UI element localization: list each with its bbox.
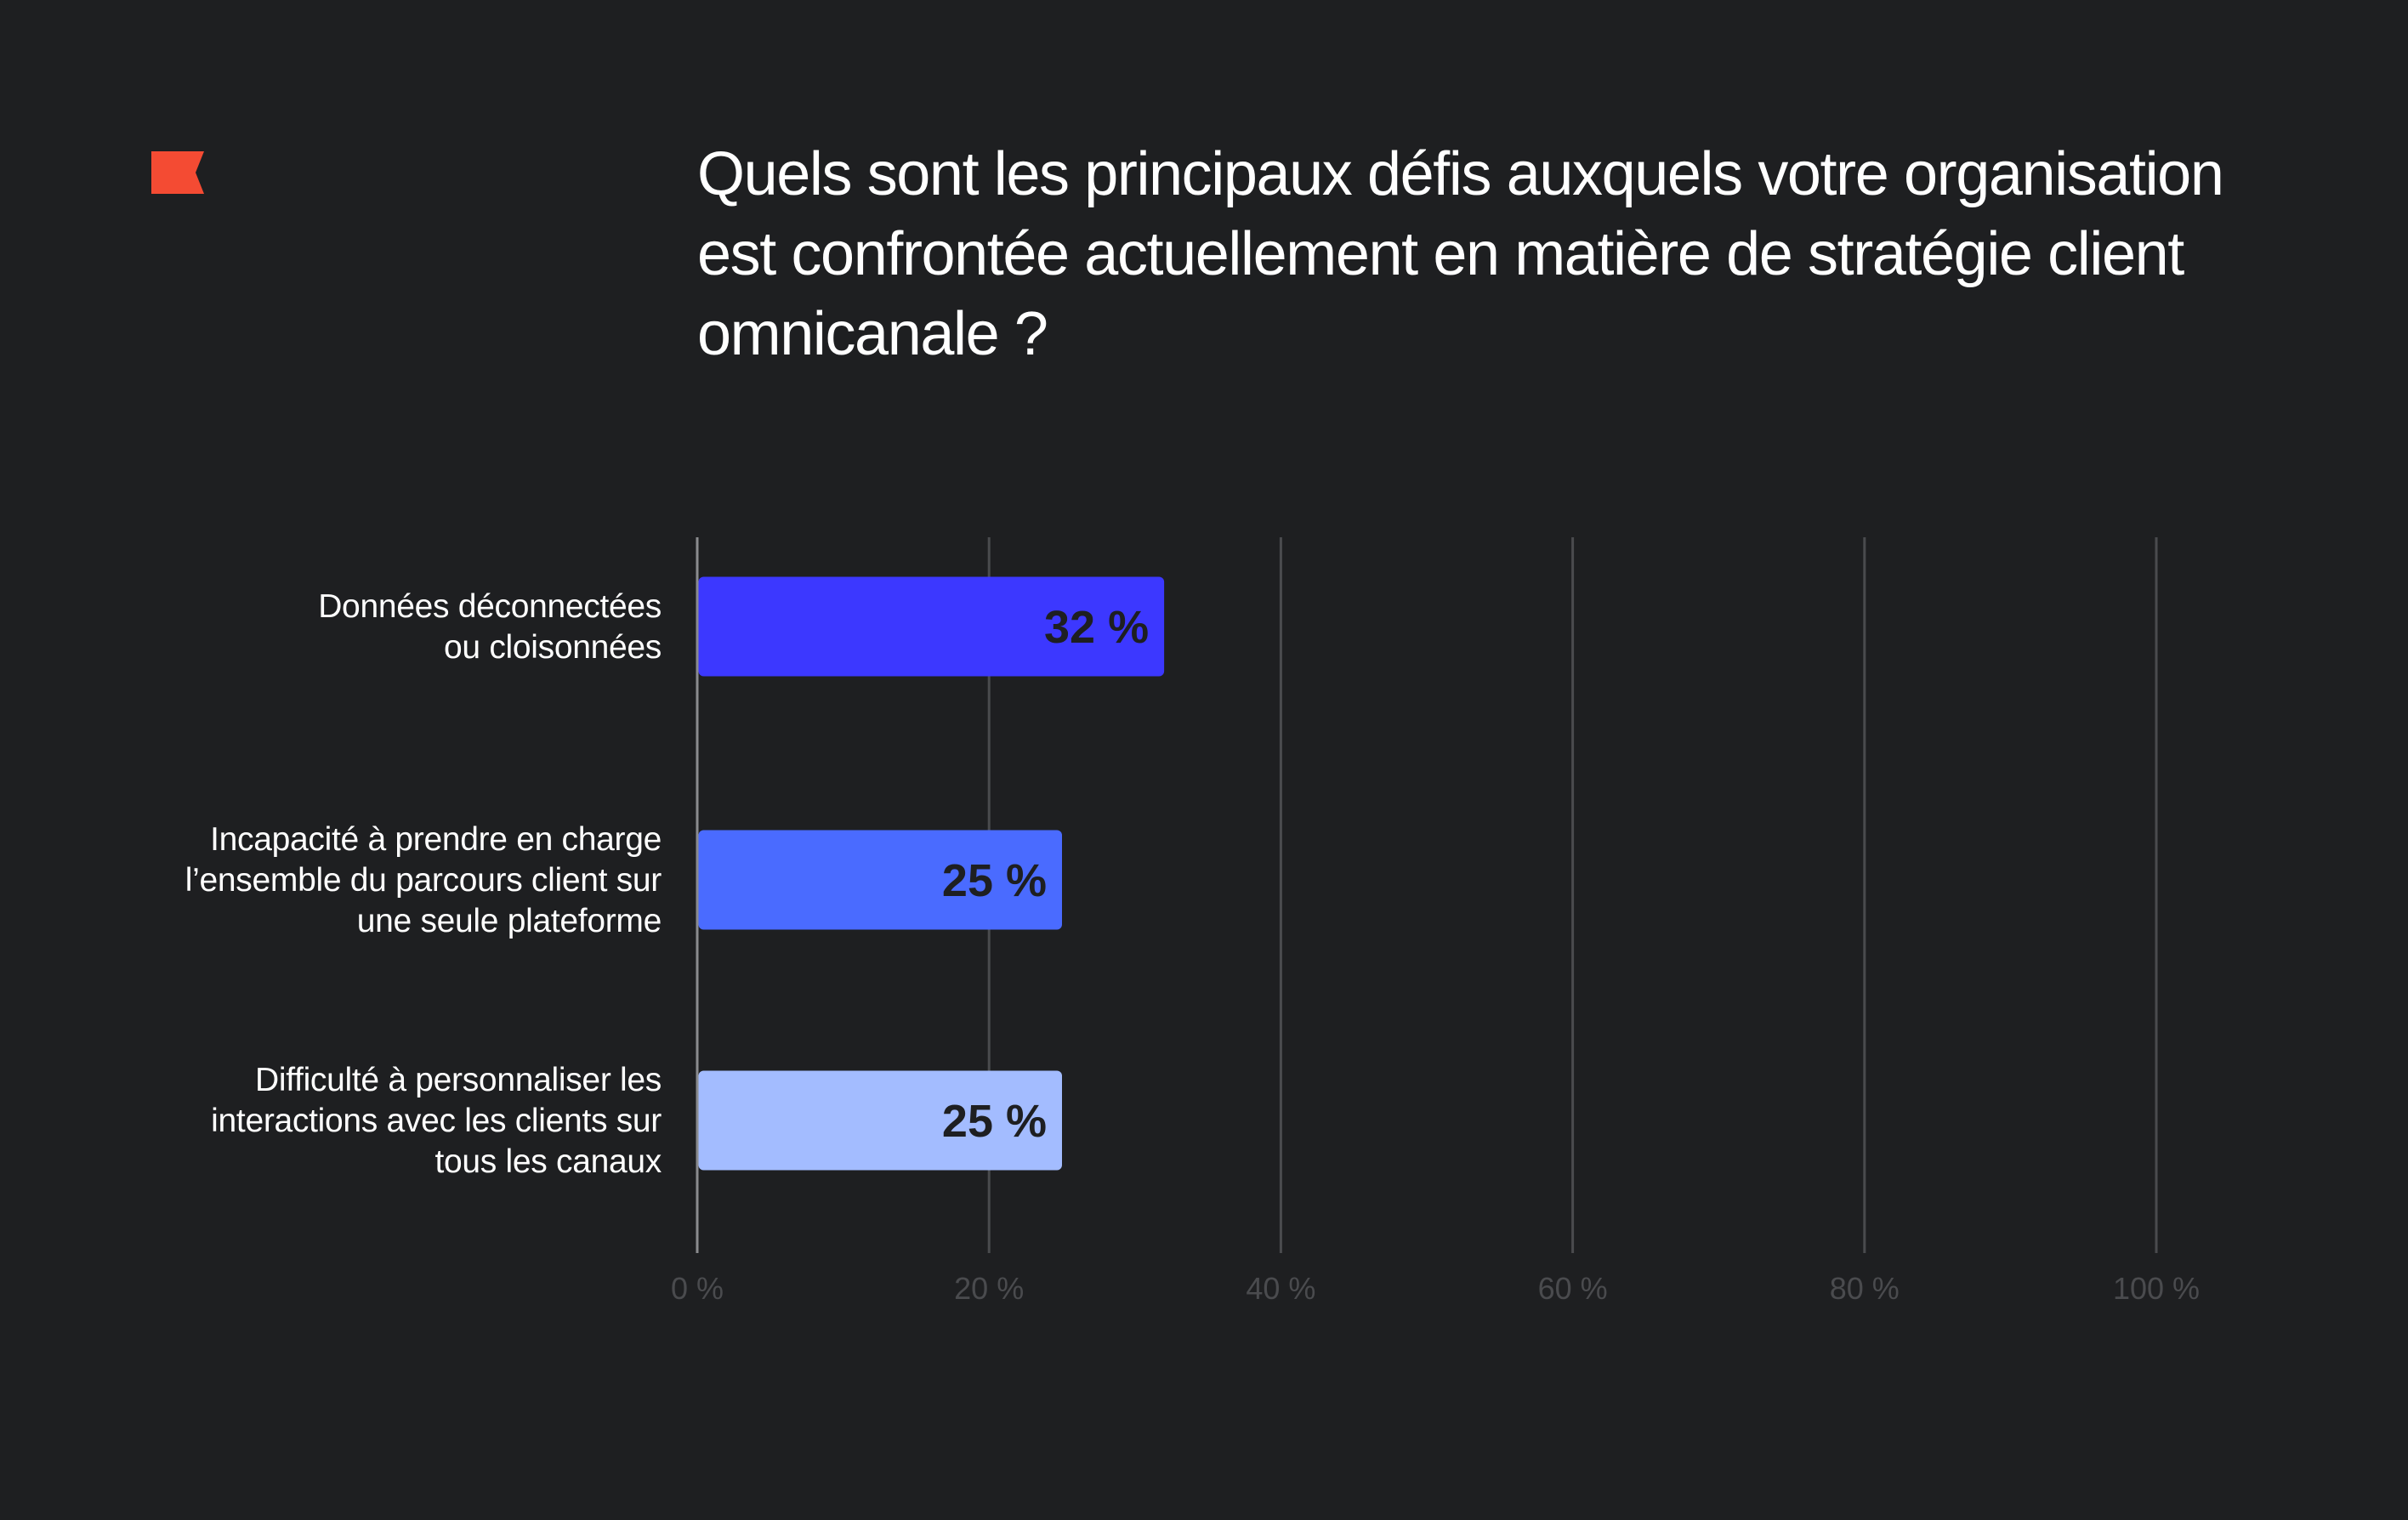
category-label-line: Incapacité à prendre en charge [210,821,662,858]
bar [698,830,1062,930]
category-label: Données déconnectées ou cloisonnées [318,588,662,666]
category-label: Incapacité à prendre en charge l’ensemble… [185,821,662,939]
red-flag-icon [151,151,204,194]
category-label-line: l’ensemble du parcours client sur [185,862,662,899]
bar-value-label: 25 % [942,855,1047,906]
flag-shape [151,151,204,194]
category-label-line: tous les canaux [434,1143,662,1180]
x-tick-label: 80 % [1830,1271,1900,1306]
x-tick-label: 20 % [954,1271,1024,1306]
x-tick-label: 40 % [1246,1271,1315,1306]
category-label-line: Difficulté à personnaliser les [255,1062,662,1098]
x-tick-label: 100 % [2113,1271,2200,1306]
bar-value-label: 32 % [1044,602,1149,653]
category-label-line: interactions avec les clients sur [211,1103,662,1139]
category-label: Difficulté à personnaliser les interactio… [211,1062,662,1180]
x-tick-label: 60 % [1538,1271,1608,1306]
bar [698,576,1165,677]
chart-title: Quels sont les principaux défis auxquels… [697,140,2224,368]
category-label-line: ou cloisonnées [444,629,662,666]
category-label-line: Données déconnectées [318,588,662,625]
bar-value-label: 25 % [942,1096,1047,1147]
x-tick-label: 0 % [671,1271,724,1306]
category-label-line: une seule plateforme [357,903,662,939]
bar [698,1070,1062,1171]
